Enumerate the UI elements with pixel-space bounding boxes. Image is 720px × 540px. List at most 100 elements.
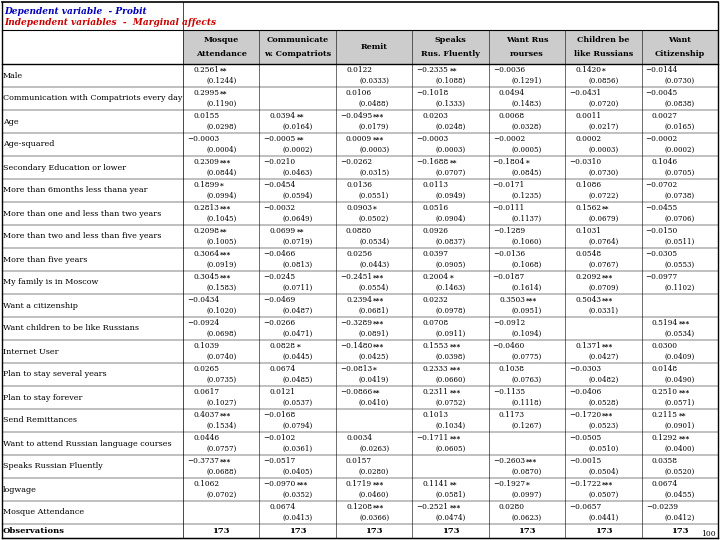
Text: −0.0460: −0.0460 [492,342,525,350]
Text: More than two and less than five years: More than two and less than five years [3,233,161,240]
Text: (0.1614): (0.1614) [512,284,542,292]
Text: 0.5043: 0.5043 [575,296,601,305]
Text: −0.1722: −0.1722 [570,481,601,489]
Text: (0.0660): (0.0660) [436,375,466,383]
Text: 0.0903: 0.0903 [346,205,372,212]
Text: 0.0068: 0.0068 [499,112,525,120]
Text: −0.0003: −0.0003 [187,136,219,144]
Text: −0.0002: −0.0002 [646,136,678,144]
Text: (0.0003): (0.0003) [588,146,618,153]
Text: *: * [373,366,377,374]
Text: (0.1068): (0.1068) [512,261,542,268]
Text: (0.0707): (0.0707) [436,168,466,177]
Text: −0.0102: −0.0102 [264,435,296,442]
Text: −0.0310: −0.0310 [570,158,601,166]
Text: (0.0605): (0.0605) [436,444,466,453]
Text: 0.1899: 0.1899 [193,181,219,190]
Text: ***: *** [220,158,231,166]
Text: −0.0266: −0.0266 [264,320,296,327]
Text: −0.1480: −0.1480 [340,342,372,350]
Text: Plan to stay forever: Plan to stay forever [3,394,82,402]
Text: −0.0239: −0.0239 [646,503,678,511]
Text: (0.1005): (0.1005) [206,238,236,246]
Text: −0.0924: −0.0924 [187,320,219,327]
Text: −0.0262: −0.0262 [340,158,372,166]
Text: (0.0891): (0.0891) [359,329,390,338]
Text: (0.0523): (0.0523) [588,422,618,429]
Text: (0.0400): (0.0400) [665,444,695,453]
Text: 0.1371: 0.1371 [575,342,601,350]
Text: 0.0027: 0.0027 [652,112,678,120]
Text: (0.0504): (0.0504) [588,468,618,476]
Text: (0.1088): (0.1088) [436,77,466,85]
Text: −0.0111: −0.0111 [492,205,525,212]
Text: −0.1804: −0.1804 [492,158,525,166]
Text: −0.2335: −0.2335 [417,66,449,75]
Text: ***: *** [220,457,231,465]
Text: ***: *** [679,320,690,327]
Text: (0.0003): (0.0003) [436,146,466,153]
Text: 0.0155: 0.0155 [193,112,219,120]
Text: (0.0720): (0.0720) [588,99,618,107]
Text: (0.0460): (0.0460) [359,490,390,498]
Text: (0.0315): (0.0315) [359,168,389,177]
Text: 0.1039: 0.1039 [193,342,219,350]
Text: 0.2394: 0.2394 [346,296,372,305]
Text: **: ** [297,112,304,120]
Text: −0.0002: −0.0002 [492,136,525,144]
Text: rourses: rourses [510,50,544,58]
Text: 173: 173 [671,527,688,535]
Text: (0.0507): (0.0507) [588,490,618,498]
Text: −0.1688: −0.1688 [416,158,449,166]
Text: −0.0431: −0.0431 [570,90,601,97]
Text: −0.0434: −0.0434 [187,296,219,305]
Text: (0.1060): (0.1060) [512,238,542,246]
Text: 0.3045: 0.3045 [193,273,219,281]
Text: −0.0005: −0.0005 [264,136,296,144]
Text: ***: *** [373,320,384,327]
Text: (0.0002): (0.0002) [282,146,312,153]
Text: (0.1094): (0.1094) [512,329,542,338]
Text: −0.0469: −0.0469 [264,296,296,305]
Text: **: ** [220,66,228,75]
Text: like Russians: like Russians [574,50,633,58]
Text: −0.1018: −0.1018 [416,90,449,97]
Text: −0.0466: −0.0466 [264,251,296,259]
Text: (0.1235): (0.1235) [512,192,542,200]
Text: −0.1720: −0.1720 [570,411,601,420]
Text: (0.0490): (0.0490) [665,375,695,383]
Text: (0.0705): (0.0705) [665,168,695,177]
Text: Age: Age [3,118,19,125]
Text: (0.0164): (0.0164) [282,123,312,131]
Text: 0.4037: 0.4037 [193,411,219,420]
Text: 0.2115: 0.2115 [652,411,678,420]
Text: −0.0150: −0.0150 [646,227,678,235]
Text: (0.0901): (0.0901) [665,422,695,429]
Text: Rus. Fluently: Rus. Fluently [421,50,480,58]
Text: **: ** [449,481,457,489]
Text: Speaks Russian Fluently: Speaks Russian Fluently [3,462,103,470]
Text: 0.3064: 0.3064 [193,251,219,259]
Text: −0.0813: −0.0813 [340,366,372,374]
Text: ***: *** [603,411,613,420]
Text: (0.0179): (0.0179) [359,123,390,131]
Text: 0.0300: 0.0300 [652,342,678,350]
Text: (0.1034): (0.1034) [436,422,466,429]
Text: **: ** [603,205,610,212]
Text: (0.0413): (0.0413) [282,514,312,522]
Text: (0.0706): (0.0706) [665,214,695,222]
Text: 0.0494: 0.0494 [499,90,525,97]
Text: −0.0171: −0.0171 [492,181,525,190]
Text: (0.0366): (0.0366) [359,514,389,522]
Text: 173: 173 [212,527,230,535]
Text: 0.0113: 0.0113 [423,181,449,190]
Text: (0.0487): (0.0487) [282,307,312,315]
Text: (0.0735): (0.0735) [206,375,236,383]
Text: (0.0994): (0.0994) [206,192,236,200]
Text: −0.2603: −0.2603 [493,457,525,465]
Text: 0.2510: 0.2510 [652,388,678,396]
Text: −0.0210: −0.0210 [264,158,296,166]
Text: −0.0303: −0.0303 [570,366,601,374]
Text: Send Remittances: Send Remittances [3,416,77,424]
Text: (0.1118): (0.1118) [512,399,542,407]
